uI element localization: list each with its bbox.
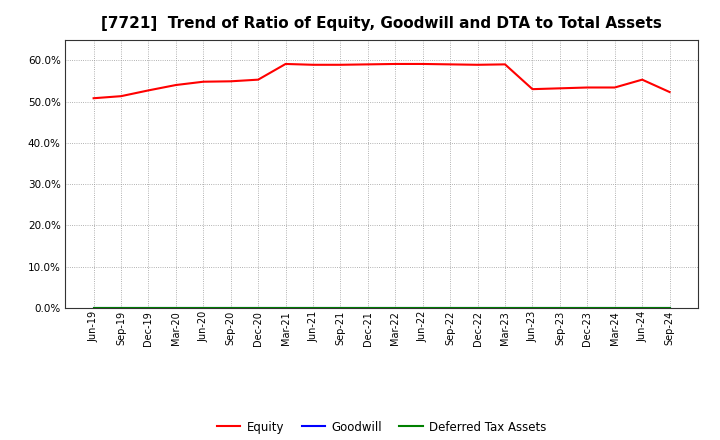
Goodwill [254,305,263,311]
Goodwill [638,305,647,311]
Equity [556,86,564,91]
Deferred Tax Assets [254,305,263,311]
Goodwill [144,305,153,311]
Goodwill [665,305,674,311]
Line: Equity: Equity [94,64,670,98]
Equity [473,62,482,67]
Equity [391,61,400,66]
Deferred Tax Assets [309,305,318,311]
Deferred Tax Assets [282,305,290,311]
Goodwill [199,305,207,311]
Goodwill [528,305,537,311]
Deferred Tax Assets [199,305,207,311]
Equity [418,61,427,66]
Equity [446,62,454,67]
Equity [282,61,290,66]
Equity [171,82,180,88]
Deferred Tax Assets [556,305,564,311]
Deferred Tax Assets [336,305,345,311]
Deferred Tax Assets [528,305,537,311]
Equity [199,79,207,84]
Goodwill [556,305,564,311]
Equity [117,94,125,99]
Equity [500,62,509,67]
Deferred Tax Assets [611,305,619,311]
Goodwill [446,305,454,311]
Equity [144,88,153,93]
Equity [364,62,372,67]
Goodwill [117,305,125,311]
Equity [254,77,263,82]
Goodwill [309,305,318,311]
Equity [528,87,537,92]
Deferred Tax Assets [665,305,674,311]
Goodwill [171,305,180,311]
Deferred Tax Assets [89,305,98,311]
Deferred Tax Assets [638,305,647,311]
Goodwill [473,305,482,311]
Equity [336,62,345,67]
Deferred Tax Assets [117,305,125,311]
Goodwill [226,305,235,311]
Deferred Tax Assets [418,305,427,311]
Goodwill [282,305,290,311]
Deferred Tax Assets [144,305,153,311]
Deferred Tax Assets [583,305,592,311]
Deferred Tax Assets [446,305,454,311]
Equity [583,85,592,90]
Deferred Tax Assets [500,305,509,311]
Goodwill [89,305,98,311]
Goodwill [391,305,400,311]
Deferred Tax Assets [473,305,482,311]
Legend: Equity, Goodwill, Deferred Tax Assets: Equity, Goodwill, Deferred Tax Assets [212,416,551,438]
Goodwill [611,305,619,311]
Goodwill [500,305,509,311]
Title: [7721]  Trend of Ratio of Equity, Goodwill and DTA to Total Assets: [7721] Trend of Ratio of Equity, Goodwil… [102,16,662,32]
Equity [638,77,647,82]
Equity [89,95,98,101]
Goodwill [336,305,345,311]
Goodwill [364,305,372,311]
Goodwill [418,305,427,311]
Deferred Tax Assets [364,305,372,311]
Equity [226,79,235,84]
Deferred Tax Assets [226,305,235,311]
Equity [665,89,674,95]
Equity [309,62,318,67]
Equity [611,85,619,90]
Deferred Tax Assets [391,305,400,311]
Goodwill [583,305,592,311]
Deferred Tax Assets [171,305,180,311]
